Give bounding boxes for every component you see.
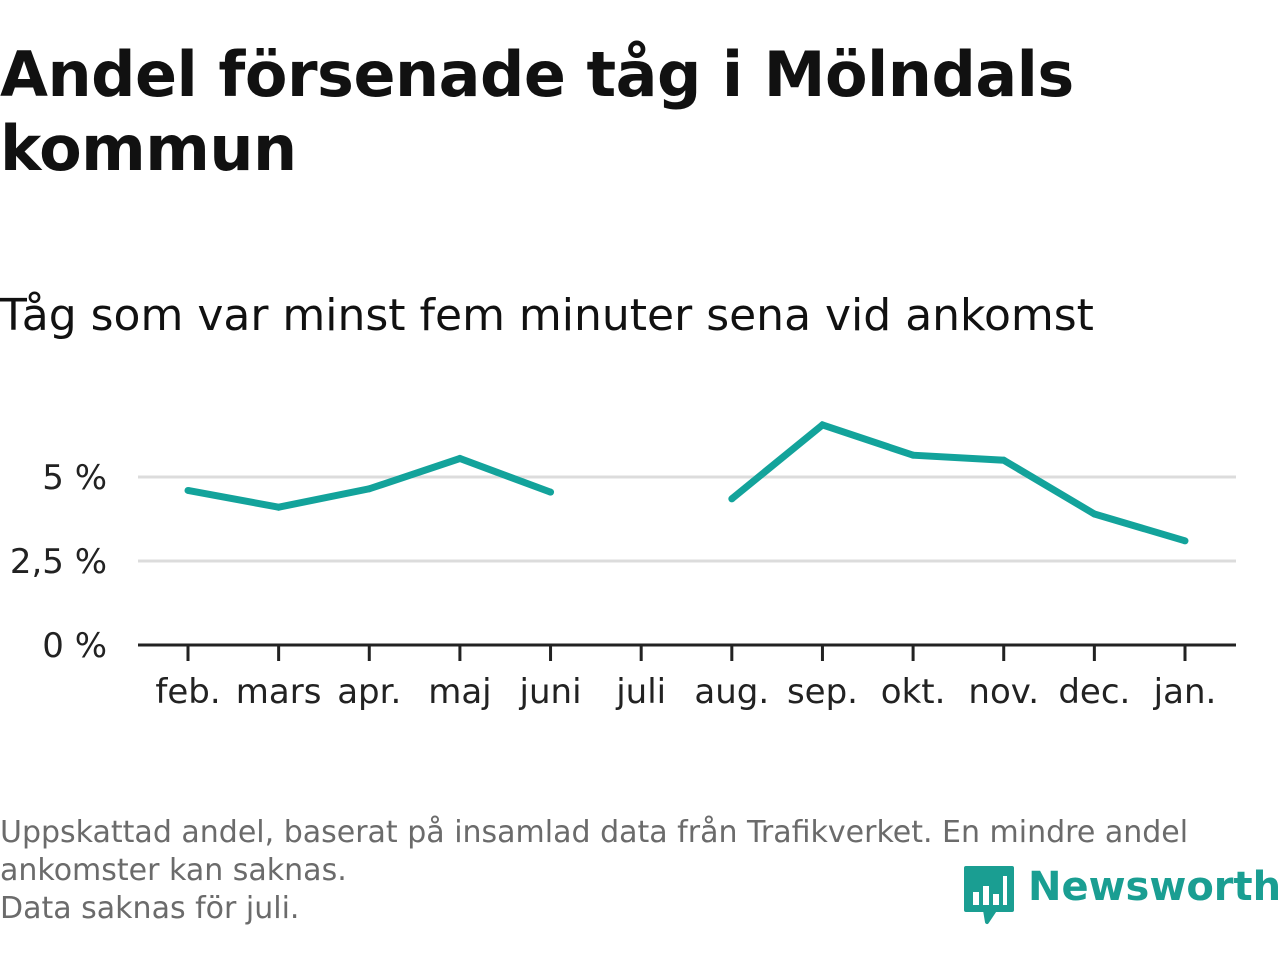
footnote: Uppskattad andel, baserat på insamlad da… <box>0 814 1270 928</box>
y-tick-label: 5 % <box>42 458 107 498</box>
x-tick-label: aug. <box>694 672 769 712</box>
data-point <box>728 495 736 503</box>
gridlines <box>138 475 1236 563</box>
x-tick-label: okt. <box>881 672 946 712</box>
data-point <box>1090 510 1098 518</box>
data-point <box>275 503 283 511</box>
x-tick-label: nov. <box>968 672 1039 712</box>
data-point <box>1000 456 1008 464</box>
bar-chart-speech-bubble-icon <box>964 866 1014 924</box>
brand-name: Newsworthy <box>1028 864 1280 910</box>
x-tick-label: juli <box>615 672 666 712</box>
x-tick-label: mars <box>236 672 322 712</box>
x-tick-label: maj <box>428 672 491 712</box>
data-series <box>184 420 1189 545</box>
data-point <box>184 486 192 494</box>
chart-title: Andel försenade tåg i Mölndals kommun <box>0 38 1074 185</box>
data-point <box>909 451 917 459</box>
series-line-segment <box>187 454 552 511</box>
x-tick-label: feb. <box>155 672 220 712</box>
x-tick-label: sep. <box>787 672 858 712</box>
x-tick-label: juni <box>519 672 582 712</box>
data-point <box>1181 537 1189 545</box>
y-tick-label: 2,5 % <box>10 542 107 582</box>
data-point <box>365 485 373 493</box>
x-tick-label: jan. <box>1153 672 1217 712</box>
series-line-segment <box>729 420 1186 545</box>
x-tick-label: apr. <box>337 672 401 712</box>
y-tick-label: 0 % <box>42 626 107 666</box>
chart-subtitle: Tåg som var minst fem minuter sena vid a… <box>0 290 1094 341</box>
data-point <box>547 488 555 496</box>
footnote-source: Uppskattad andel, baserat på insamlad da… <box>0 815 1189 850</box>
footnote-missing-data: Data saknas för juli. <box>0 891 300 926</box>
y-axis-tick-labels: 0 % 2,5 % 5 % <box>10 458 107 666</box>
data-point <box>818 421 826 429</box>
data-point <box>456 455 464 463</box>
x-tick-label: dec. <box>1058 672 1130 712</box>
x-axis <box>138 643 1236 661</box>
brand-logo: Newsworthy <box>962 862 1280 928</box>
footnote-caveat: ankomster kan saknas. <box>0 853 347 888</box>
x-axis-tick-labels: feb. mars apr. maj juni juli aug. sep. okt. nov. d… <box>155 672 1216 712</box>
